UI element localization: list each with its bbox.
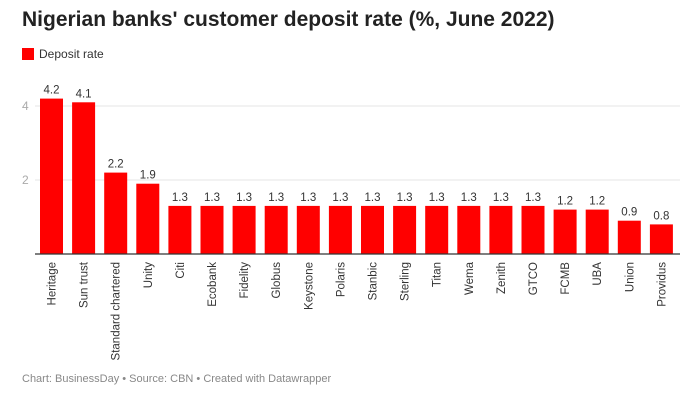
x-tick-label: Globus: [271, 262, 283, 299]
data-label: 4.1: [76, 88, 92, 100]
x-tick-label: Zenith: [496, 262, 508, 294]
bar: [361, 205, 384, 254]
x-tick-label: Ecobank: [207, 262, 219, 307]
data-label: 0.8: [653, 210, 669, 222]
bar: [264, 205, 288, 254]
bar: [72, 102, 96, 254]
data-label: 1.3: [236, 192, 252, 204]
x-tick-label: Citi: [175, 262, 187, 279]
x-tick-label: Unity: [143, 262, 155, 288]
x-tick-label: Fidelity: [239, 262, 251, 299]
bar: [136, 183, 160, 254]
x-tick-label: Polaris: [335, 262, 347, 297]
bar: [489, 205, 513, 254]
bar: [328, 205, 352, 254]
bar-chart: 2 4 4.2 Heritage 4.1 Sun trust 2.2 Standard cha…: [22, 85, 680, 360]
bar: [521, 205, 545, 254]
bar: [296, 205, 320, 254]
bar: [232, 205, 256, 254]
legend-swatch: [22, 48, 34, 60]
x-tick-label: Heritage: [47, 262, 59, 305]
x-tick-label: Union: [624, 262, 636, 292]
bar: [585, 209, 609, 254]
bar: [457, 205, 481, 254]
data-label: 1.3: [365, 192, 381, 204]
x-tick-label: Titan: [432, 262, 444, 287]
legend-label: Deposit rate: [39, 47, 104, 61]
chart-title: Nigerian banks' customer deposit rate (%…: [22, 8, 555, 31]
bar: [617, 220, 641, 254]
y-tick-label: 2: [22, 173, 29, 187]
data-label: 1.3: [332, 192, 348, 204]
chart-footer: Chart: BusinessDay • Source: CBN • Creat…: [22, 373, 332, 385]
data-label: 1.3: [204, 192, 220, 204]
bar: [393, 205, 417, 254]
data-label: 1.3: [493, 192, 509, 204]
bar: [425, 205, 449, 254]
legend: Deposit rate: [22, 47, 104, 61]
x-tick-label: UBA: [592, 262, 604, 286]
data-label: 1.3: [461, 192, 477, 204]
data-label: 4.2: [44, 85, 60, 97]
x-tick-label: Sterling: [400, 262, 412, 301]
data-label: 1.2: [557, 196, 573, 208]
data-label: 1.3: [397, 192, 413, 204]
x-tick-label: FCMB: [560, 262, 572, 295]
data-label: 1.3: [268, 192, 284, 204]
data-label: 1.3: [429, 192, 445, 204]
data-label: 0.9: [621, 207, 637, 219]
bar: [649, 224, 673, 254]
x-tick-label: Sun trust: [79, 261, 91, 308]
x-tick-label: Standard chartered: [111, 262, 123, 360]
bar: [168, 205, 192, 254]
data-label: 2.2: [108, 159, 124, 171]
data-label: 1.3: [525, 192, 541, 204]
y-tick-label: 4: [22, 99, 29, 113]
data-label: 1.2: [589, 196, 605, 208]
x-tick-label: Providus: [656, 262, 668, 307]
x-tick-label: GTCO: [528, 262, 540, 295]
x-tick-label: Keystone: [303, 262, 315, 310]
bar: [200, 205, 224, 254]
data-label: 1.9: [140, 170, 156, 182]
data-label: 1.3: [172, 192, 188, 204]
data-label: 1.3: [300, 192, 316, 204]
bar: [104, 172, 128, 254]
bar: [553, 209, 577, 254]
x-tick-label: Wema: [464, 261, 476, 295]
bar: [40, 98, 63, 254]
x-tick-label: Stanbic: [368, 262, 380, 301]
